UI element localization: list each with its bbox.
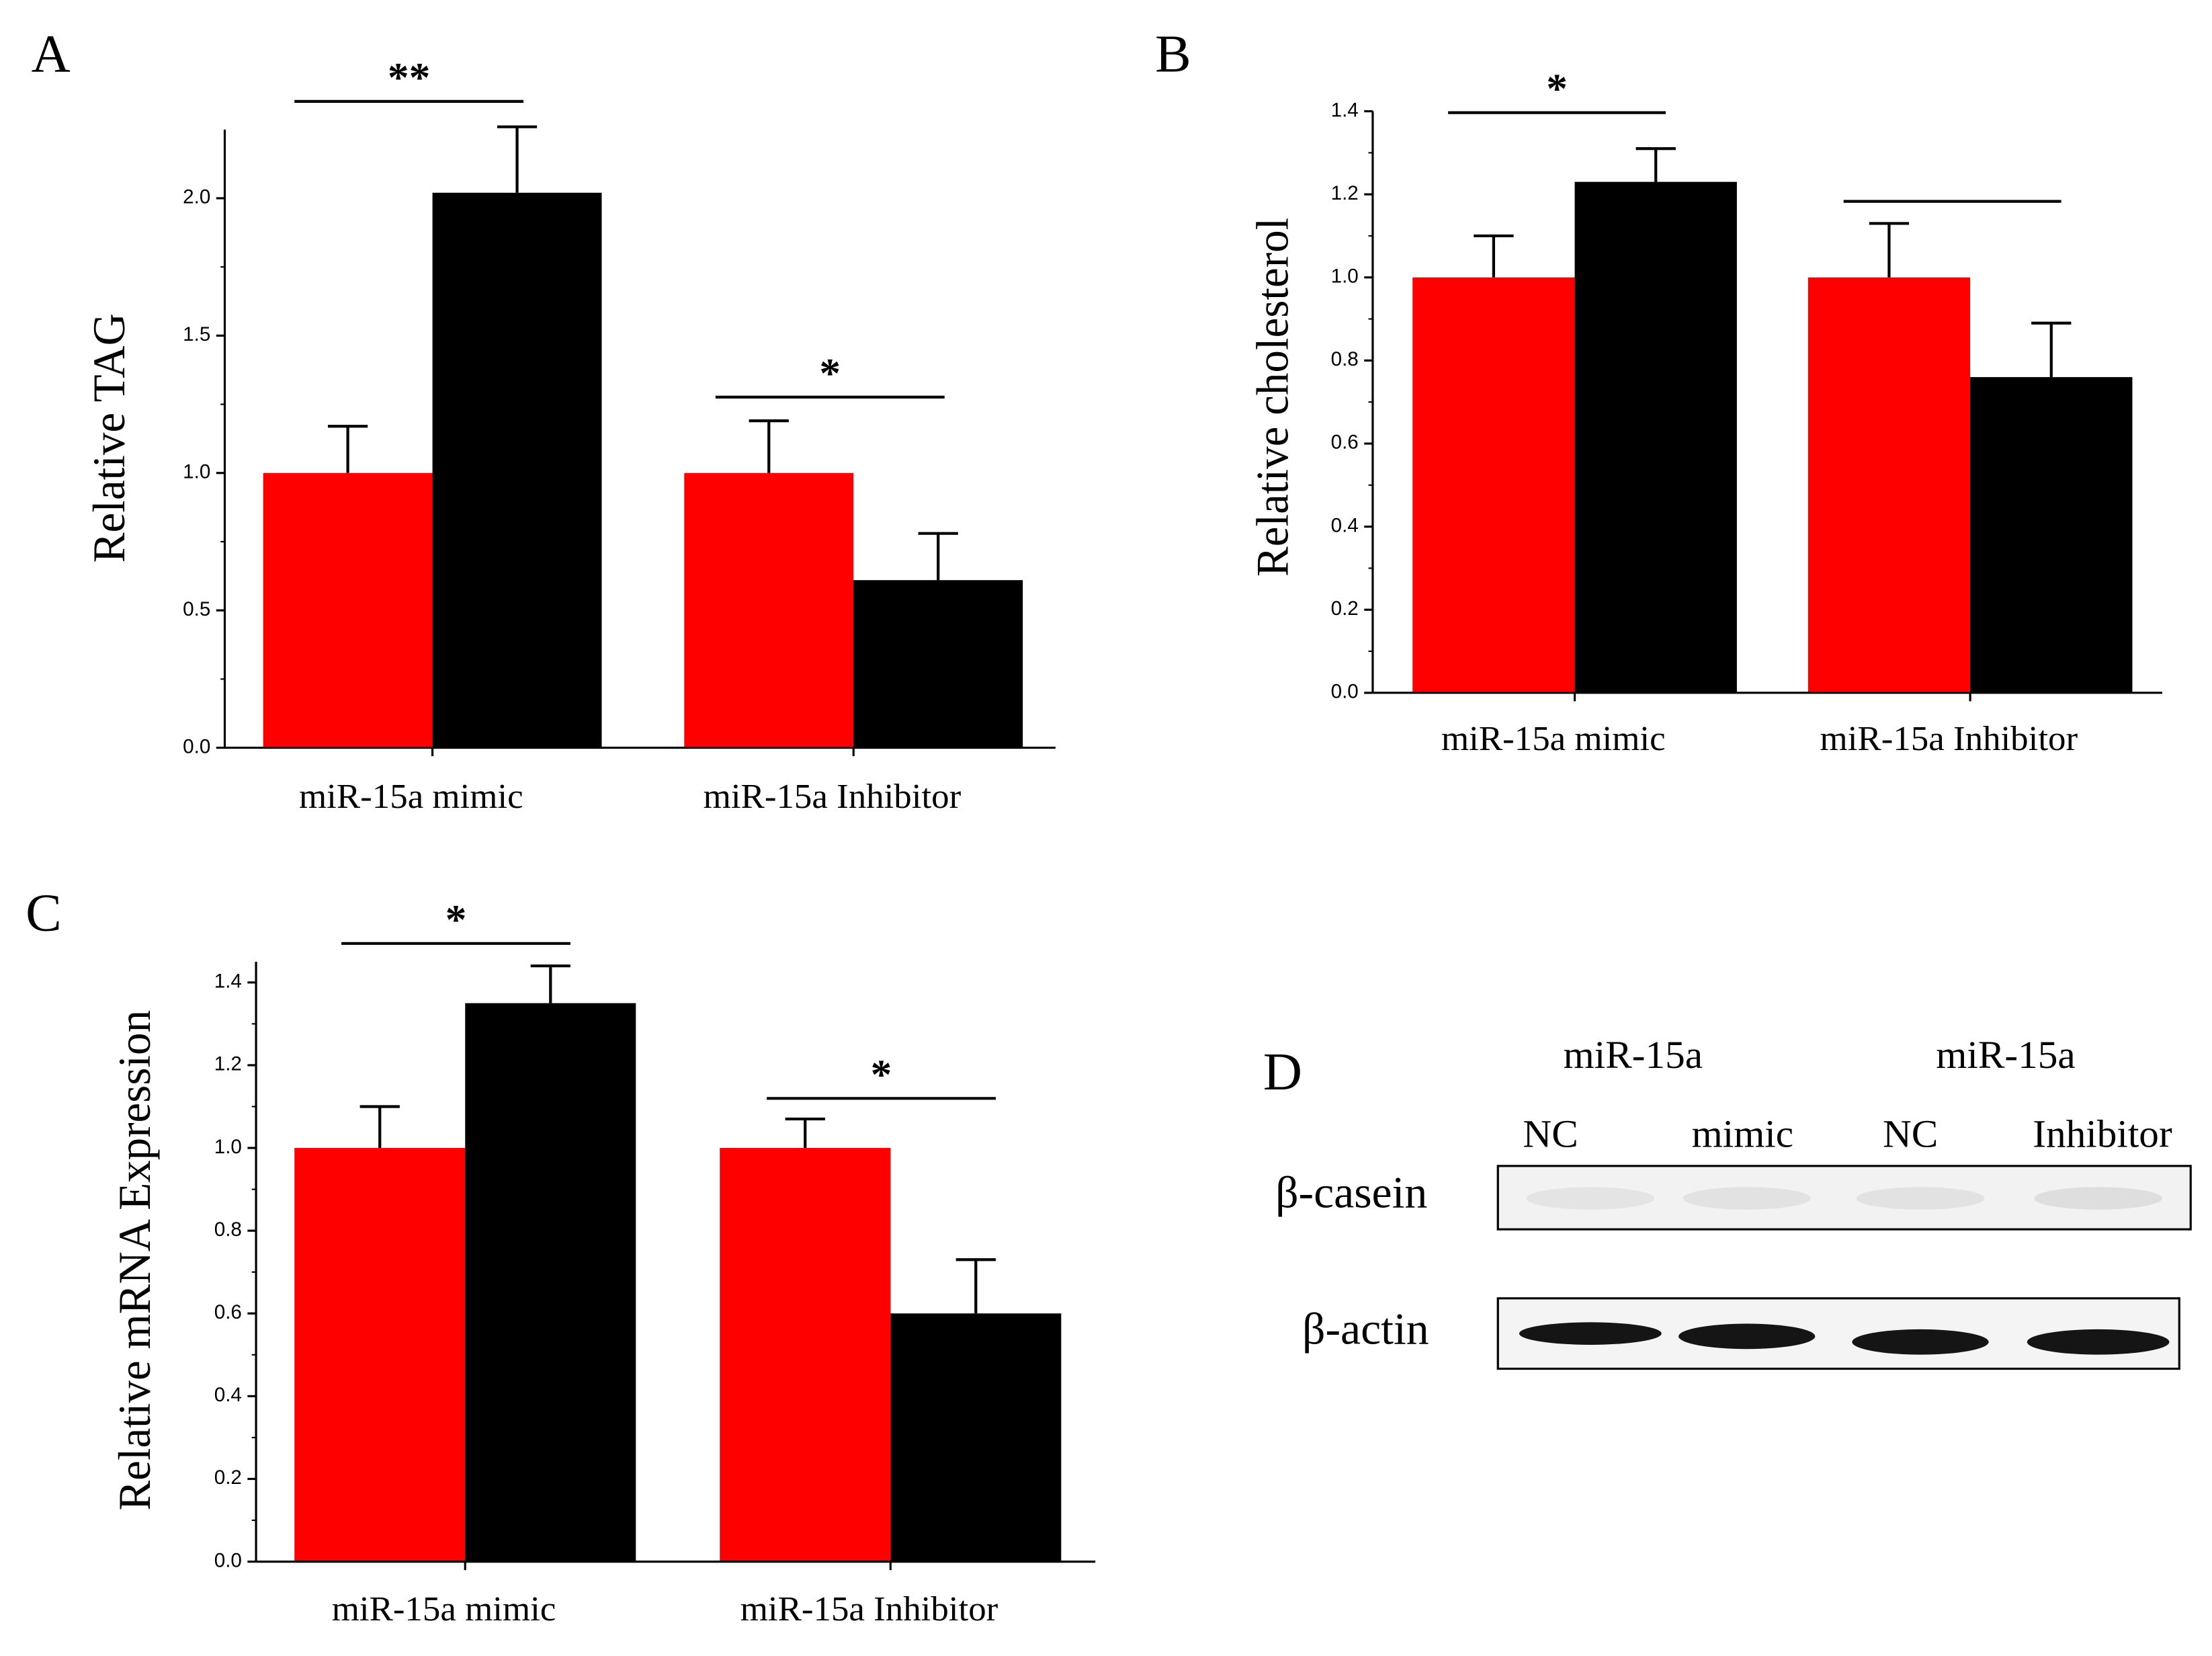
y-tick-label: 0.6 <box>214 1301 242 1323</box>
y-tick-label: 0.0 <box>214 1549 242 1571</box>
y-tick-label: 0.0 <box>1331 681 1359 703</box>
bar <box>684 472 854 748</box>
bar <box>465 1003 636 1562</box>
x-tick-label: miR-15a mimic <box>299 777 523 816</box>
y-tick-label: 2.0 <box>183 186 210 208</box>
band <box>1678 1323 1816 1350</box>
bar <box>1574 181 1737 693</box>
group-label: miR-15a <box>1564 1032 1703 1077</box>
y-tick-label: 0.5 <box>183 598 210 620</box>
y-tick-label: 0.0 <box>183 735 210 757</box>
panel-label: B <box>1155 25 1191 84</box>
y-tick-label: 0.8 <box>214 1218 242 1241</box>
panel-label: C <box>26 884 62 943</box>
group-label: miR-15a <box>1936 1032 2075 1077</box>
y-tick-label: 0.4 <box>1331 514 1359 536</box>
protein-label: β-actin <box>1302 1304 1429 1354</box>
y-axis-label: Relative cholesterol <box>1247 218 1298 577</box>
x-tick-label: miR-15a mimic <box>332 1589 556 1628</box>
y-tick-label: 0.6 <box>1331 431 1359 454</box>
y-tick-label: 1.2 <box>214 1053 242 1075</box>
band <box>1856 1187 1985 1210</box>
band <box>2027 1329 2170 1355</box>
y-tick-label: 1.4 <box>1331 99 1359 121</box>
significance-label: * <box>819 349 841 397</box>
y-axis-label: Relative mRNA Expression <box>110 1010 160 1511</box>
bar <box>1807 277 1971 693</box>
y-tick-label: 1.4 <box>214 970 242 993</box>
y-tick-label: 1.2 <box>1331 182 1359 204</box>
x-tick-label: miR-15a Inhibitor <box>740 1589 998 1628</box>
x-tick-label: miR-15a mimic <box>1441 719 1666 758</box>
x-tick-label: miR-15a Inhibitor <box>704 777 962 816</box>
lane-label: mimic <box>1692 1112 1793 1156</box>
bar <box>1970 377 2133 693</box>
bar <box>1412 277 1575 693</box>
bar <box>720 1148 891 1562</box>
y-tick-label: 0.2 <box>214 1466 242 1489</box>
band <box>1852 1329 1989 1355</box>
y-tick-label: 1.0 <box>183 461 210 483</box>
y-tick-label: 1.0 <box>214 1136 242 1158</box>
significance-label: * <box>871 1051 892 1098</box>
y-tick-label: 1.5 <box>183 323 210 345</box>
y-axis-label: Relative TAG <box>84 313 134 563</box>
x-tick-label: miR-15a Inhibitor <box>1820 719 2078 758</box>
bar <box>432 192 602 748</box>
y-tick-label: 1.0 <box>1331 265 1359 288</box>
bar <box>263 472 433 748</box>
bar <box>294 1148 466 1562</box>
y-tick-label: 0.4 <box>214 1384 242 1406</box>
western-blot: D miR-15a miR-15a NC mimic NC Inhibitor … <box>1263 1032 2192 1370</box>
band <box>2034 1187 2162 1210</box>
lane-label: NC <box>1883 1112 1938 1156</box>
protein-label: β-casein <box>1275 1167 1427 1218</box>
band <box>1526 1187 1655 1210</box>
band <box>1683 1187 1811 1210</box>
significance-label: * <box>1546 65 1568 112</box>
y-tick-label: 0.2 <box>1331 597 1359 620</box>
bar <box>890 1313 1062 1562</box>
y-tick-label: 0.8 <box>1331 348 1359 370</box>
band <box>1519 1322 1662 1345</box>
lane-label: Inhibitor <box>2033 1112 2172 1156</box>
bar <box>853 580 1023 748</box>
significance-label: * <box>445 896 467 943</box>
panel-label: A <box>32 25 71 84</box>
lane-label: NC <box>1523 1112 1578 1156</box>
significance-label: ** <box>388 54 430 101</box>
panel-label: D <box>1263 1042 1302 1102</box>
